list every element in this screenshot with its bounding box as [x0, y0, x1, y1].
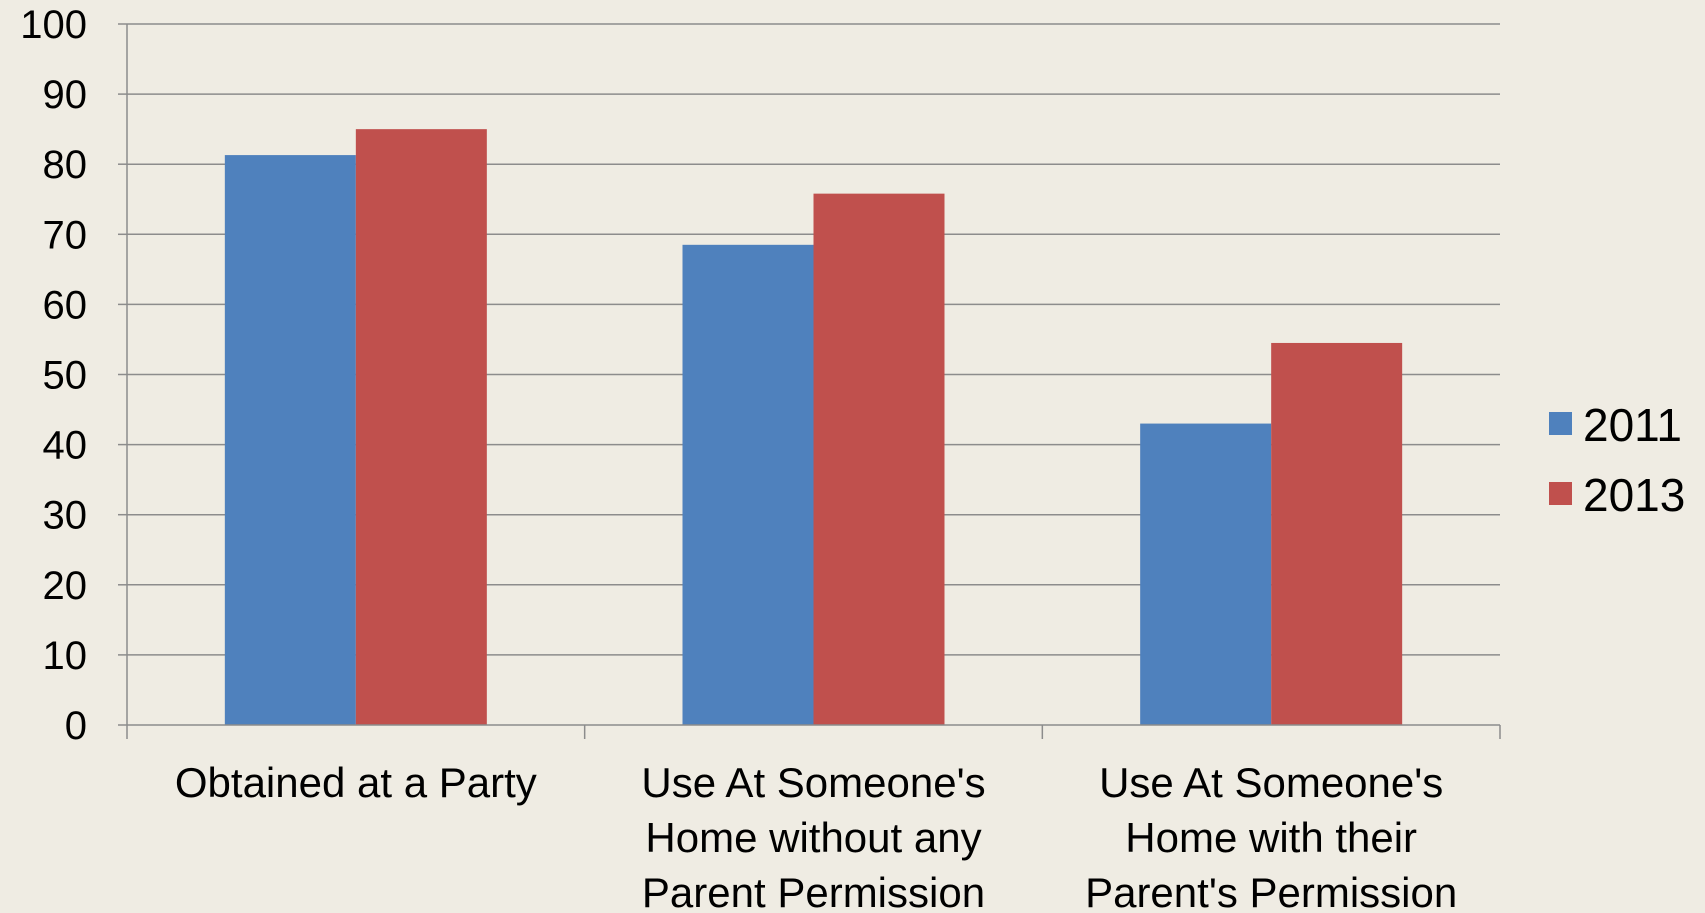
x-tick-label: Obtained at a Party: [175, 759, 537, 806]
bar-2011: [1140, 423, 1272, 725]
bar-2011: [682, 244, 814, 725]
y-tick-label: 50: [43, 354, 88, 398]
x-tick-label-line: Home with their: [1125, 814, 1417, 861]
x-tick-label-line: Use At Someone's: [1099, 759, 1443, 806]
legend-label-2013: 2013: [1583, 469, 1685, 521]
y-tick-label: 80: [43, 143, 88, 187]
bar-2013: [813, 193, 945, 726]
y-tick-label: 60: [43, 283, 88, 327]
y-tick-label: 70: [43, 213, 88, 257]
x-tick-label: Use At Someone's Home with their Parent's …: [1085, 759, 1457, 913]
y-tick-label: 40: [43, 424, 88, 468]
x-tick-label-line: Home without any: [645, 814, 981, 861]
y-tick-label: 20: [43, 564, 88, 608]
y-tick-label: 30: [43, 494, 88, 538]
legend-swatch-2013: [1549, 482, 1572, 505]
legend-swatch-2011: [1549, 412, 1572, 435]
x-tick-label-line: Parent's Permission: [1085, 869, 1457, 913]
x-tick-label-line: Parent Permission: [642, 869, 985, 913]
x-tick-label-line: Use At Someone's: [641, 759, 985, 806]
bar-2011: [224, 155, 356, 725]
bar-2013: [1271, 342, 1403, 725]
y-tick-label: 90: [43, 73, 88, 117]
legend-label-2011: 2011: [1583, 399, 1682, 451]
y-tick-label: 10: [43, 634, 88, 678]
bar-2013: [355, 129, 487, 725]
x-tick-label-line: Obtained at a Party: [175, 759, 537, 806]
y-tick-label: 0: [65, 704, 87, 748]
x-tick-label: Use At Someone's Home without any Parent P…: [641, 759, 985, 913]
y-tick-label: 100: [20, 3, 87, 47]
